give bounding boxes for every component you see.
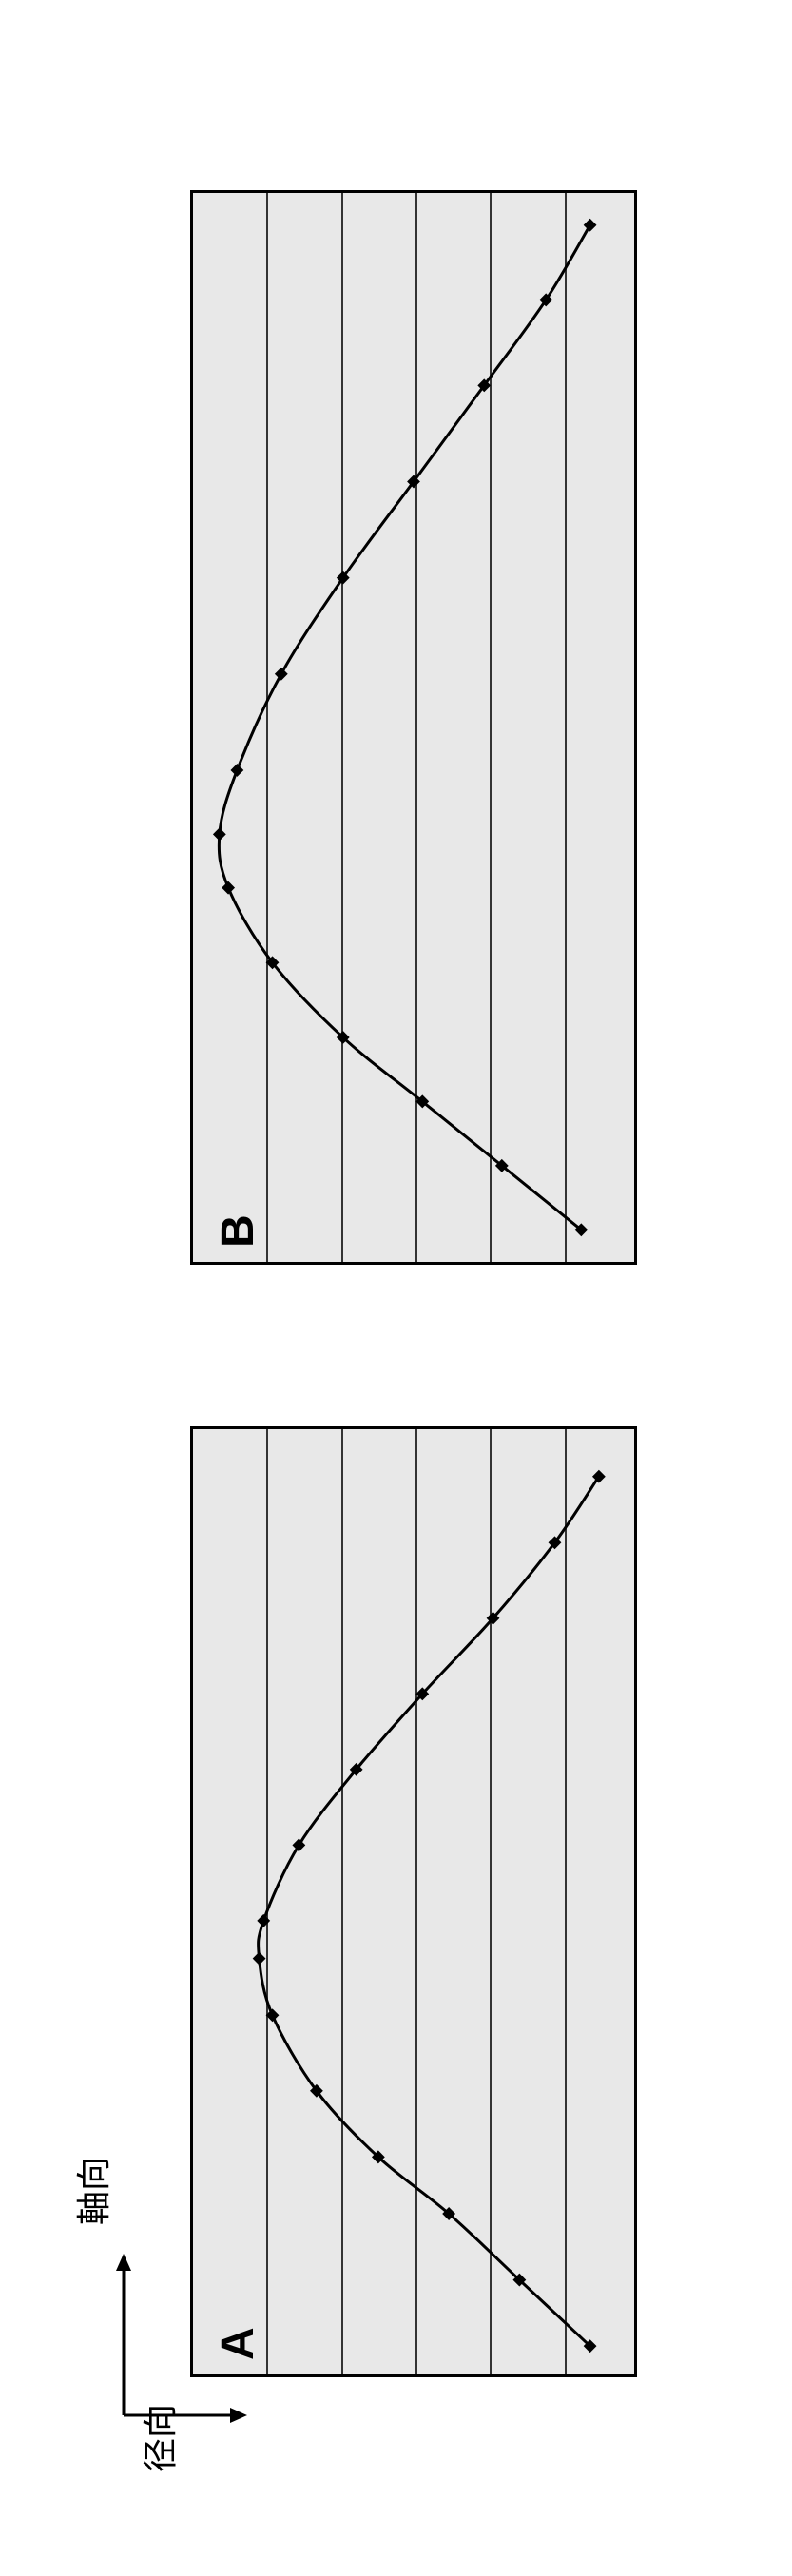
data-marker [253,1952,266,1966]
data-marker [230,764,243,777]
chart-b-svg [193,193,634,1262]
data-marker [213,827,226,841]
chart-panel-a: A [190,1426,637,2377]
panel-label-b: B [212,1214,264,1248]
data-marker [222,881,235,895]
axis-label-axial: 軸向 [67,2157,116,2225]
figure-container: 軸向 径向 A B [76,95,716,2472]
curve-path [259,1477,599,2346]
panel-label-a: A [212,2327,264,2360]
data-marker [266,2008,280,2022]
data-marker [584,219,597,232]
data-marker [257,1914,270,1927]
axis-label-radial: 径向 [133,2404,183,2472]
chart-a-svg [193,1429,634,2374]
chart-panel-b: B [190,190,637,1265]
data-marker [275,668,288,681]
curve-path [219,225,589,1230]
